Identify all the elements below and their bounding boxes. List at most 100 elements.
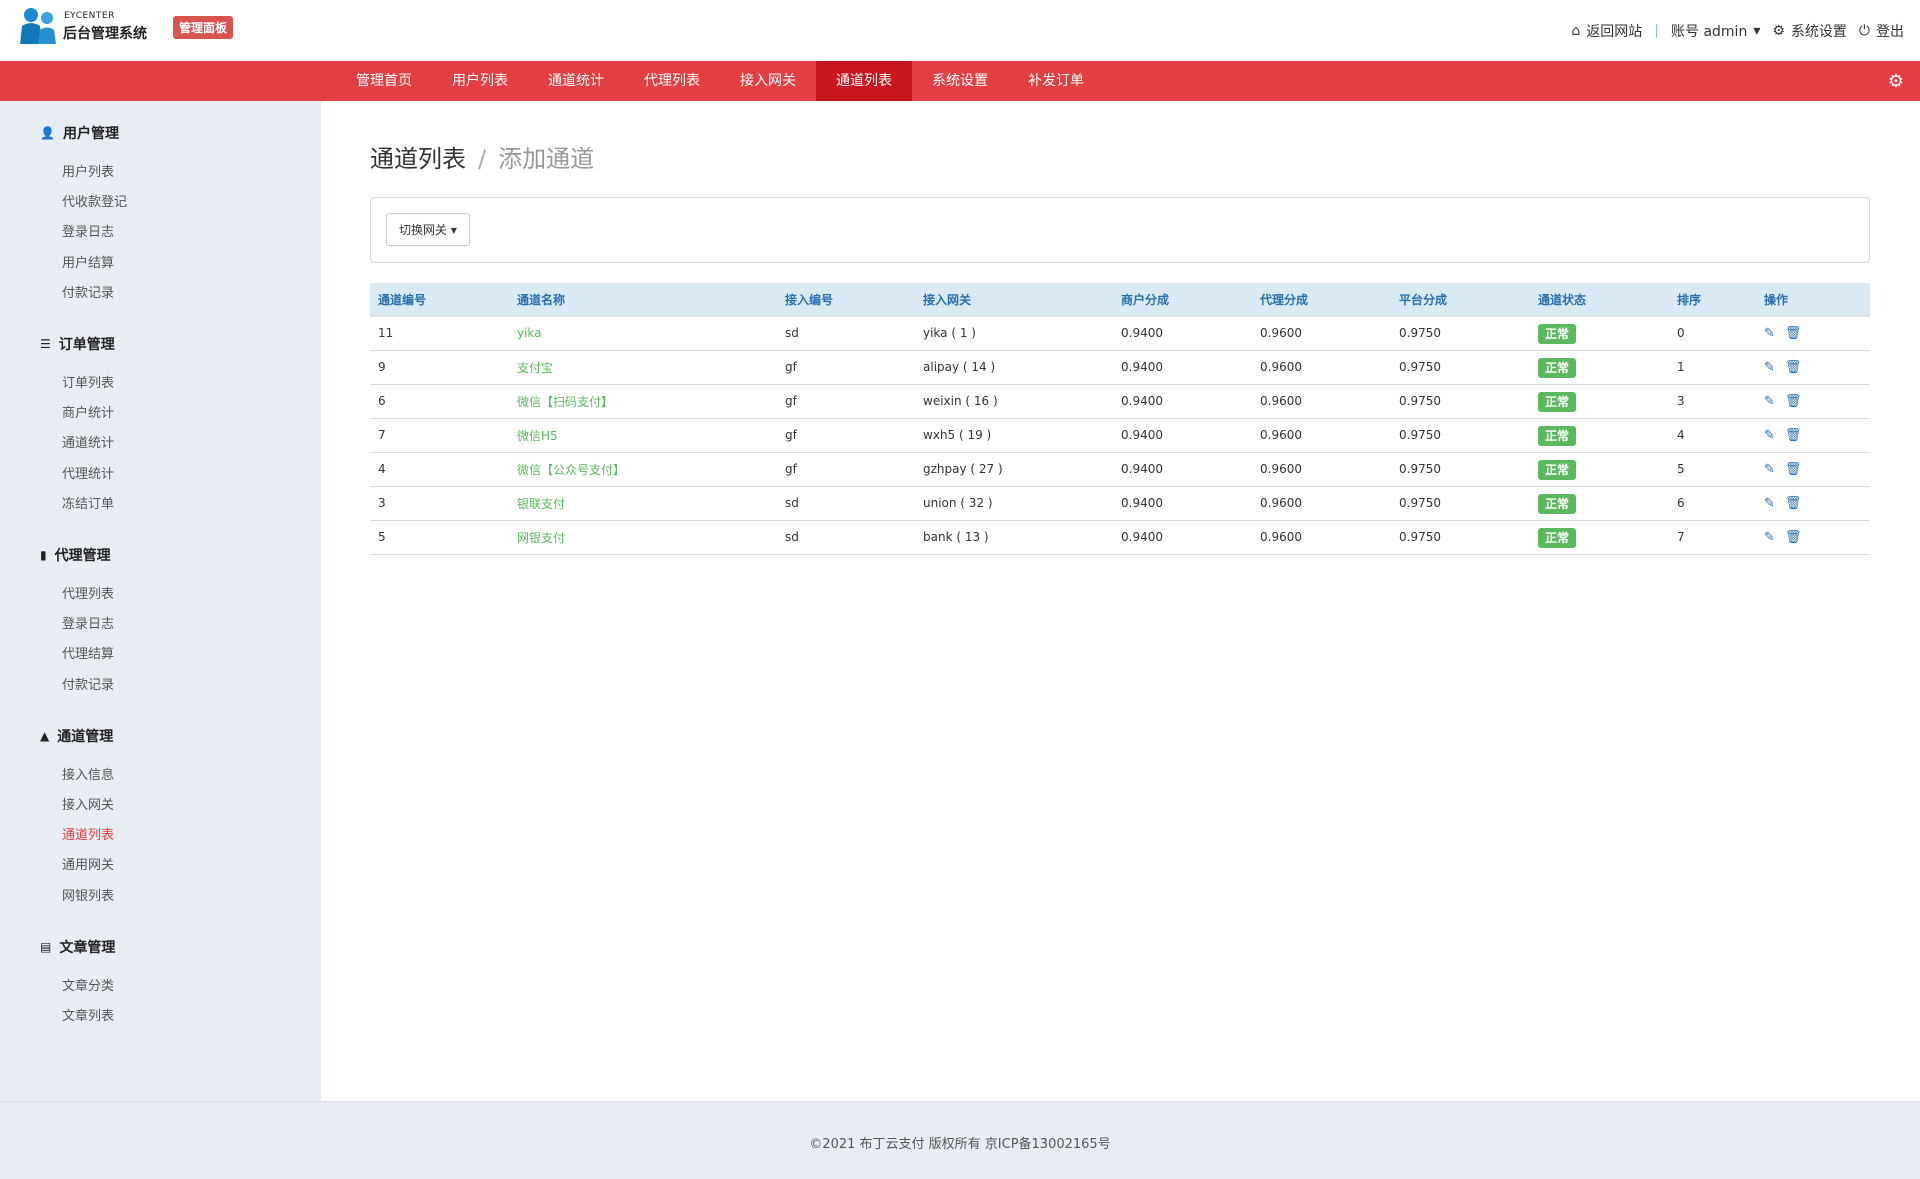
sidebar-group-title: 用户管理 xyxy=(62,126,119,142)
trash-icon[interactable]: 🗑 xyxy=(1784,529,1802,545)
trash-icon[interactable]: 🗑 xyxy=(1784,427,1802,443)
table-cell[interactable]: 支付宝 xyxy=(509,350,777,385)
gear-icon[interactable]: ⚙ xyxy=(1887,71,1904,92)
edit-icon[interactable]: ✎ xyxy=(1764,427,1775,443)
status-badge: 正常 xyxy=(1538,357,1577,378)
sidebar-item[interactable]: 代理列表 xyxy=(62,587,115,602)
table-cell: 0.9600 xyxy=(1252,520,1391,555)
back-site-label: 返回网站 xyxy=(1586,24,1643,40)
sidebar-item[interactable]: 代理结算 xyxy=(62,647,115,663)
account-dropdown[interactable]: 账号 admin ▾ xyxy=(1671,21,1760,41)
sidebar-item[interactable]: 通道统计 xyxy=(62,436,115,452)
sidebar-item[interactable]: 接入信息 xyxy=(62,767,115,783)
sidebar-item[interactable]: 用户列表 xyxy=(62,165,115,180)
sidebar-item[interactable]: 冻结订单 xyxy=(62,496,115,512)
trash-icon[interactable]: 🗑 xyxy=(1784,495,1802,511)
table-cell: 7 xyxy=(1669,520,1756,555)
main-content: 通道列表 / 添加通道 切换网关 ▾ 通道编号 通道名称 接入编号 接入网关 商户分成 代理分… xyxy=(321,101,1920,1101)
edit-icon[interactable]: ✎ xyxy=(1764,495,1775,511)
back-site-link[interactable]: ⌂ 返回网站 xyxy=(1571,21,1642,41)
table-cell[interactable]: 银联支付 xyxy=(509,486,777,521)
trash-icon[interactable]: 🗑 xyxy=(1784,461,1802,477)
nav-item[interactable]: 系统设置 xyxy=(932,73,988,89)
edit-icon[interactable]: ✎ xyxy=(1764,393,1775,409)
table-cell: 0.9400 xyxy=(1113,418,1252,453)
table-cell: 0.9750 xyxy=(1391,452,1530,487)
table-cell[interactable]: 微信【公众号支付】 xyxy=(509,452,777,487)
sidebar-item[interactable]: 商户统计 xyxy=(62,406,115,422)
sidebar-item[interactable]: 通道列表 xyxy=(62,828,115,844)
nav-item[interactable]: 补发订单 xyxy=(1028,73,1084,89)
table-cell[interactable]: 微信【扫码支付】 xyxy=(509,384,777,419)
table-row: 9 支付宝 gf alipay ( 14 ) 0.9400 0.9600 0.9750 正常 1… xyxy=(370,350,1870,385)
table-cell: 0.9400 xyxy=(1113,520,1252,555)
logout-label: 登出 xyxy=(1876,24,1904,40)
table-cell: gf xyxy=(777,452,915,487)
sidebar-item[interactable]: 代收款登记 xyxy=(62,195,128,211)
table-cell: union ( 32 ) xyxy=(915,486,1113,521)
sidebar-item[interactable]: 网银列表 xyxy=(62,888,115,904)
nav-item[interactable]: 用户列表 xyxy=(452,73,508,89)
sidebar-item[interactable]: 文章列表 xyxy=(62,1009,115,1024)
logout-link[interactable]: ⏻ 登出 xyxy=(1859,21,1904,41)
toolbar-panel: 切换网关 ▾ xyxy=(370,197,1870,263)
sidebar-item[interactable]: 接入网关 xyxy=(62,798,115,813)
table-cell: 正常 xyxy=(1530,418,1669,453)
caret-down-icon: ▾ xyxy=(1753,23,1761,39)
channel-table: 通道编号 通道名称 接入编号 接入网关 商户分成 代理分成 平台分成 通道状态 排序 操作 11 y… xyxy=(370,283,1870,555)
table-cell[interactable]: 网银支付 xyxy=(509,520,777,555)
table-cell: 0.9600 xyxy=(1252,316,1391,351)
trash-icon[interactable]: 🗑 xyxy=(1784,359,1802,375)
edit-icon[interactable]: ✎ xyxy=(1764,461,1775,477)
table-cell: 11 xyxy=(370,316,509,351)
nav-item[interactable]: 通道列表 xyxy=(816,61,912,101)
home-icon: ⌂ xyxy=(1571,23,1581,39)
sidebar-group-heading: ☰ 订单管理 xyxy=(40,334,115,354)
switch-gateway-label: 切换网关 xyxy=(399,223,448,237)
column-header: 平台分成 xyxy=(1391,283,1530,317)
table-cell: sd xyxy=(777,486,915,521)
table-cell: gf xyxy=(777,350,915,385)
column-header: 通道名称 xyxy=(509,283,777,317)
edit-icon[interactable]: ✎ xyxy=(1764,325,1775,341)
nav-item[interactable]: 接入网关 xyxy=(740,73,796,89)
sidebar-item[interactable]: 通用网关 xyxy=(62,858,115,874)
add-channel-link[interactable]: 添加通道 xyxy=(498,145,595,173)
power-icon: ⏻ xyxy=(1858,23,1870,39)
footer-text: ©2021 布丁云支付 版权所有 京ICP备13002165号 xyxy=(809,1137,1111,1152)
user-icon: 👤 xyxy=(40,126,55,140)
table-cell: gf xyxy=(777,418,915,453)
table-row: 11 yika sd yika ( 1 ) 0.9400 0.9600 0.9750 正常 0 ✎… xyxy=(370,316,1870,351)
trash-icon[interactable]: 🗑 xyxy=(1784,325,1802,341)
sidebar-item[interactable]: 代理统计 xyxy=(62,466,115,482)
logo-icon xyxy=(20,8,56,44)
table-cell[interactable]: yika xyxy=(509,316,777,351)
page-title: 通道列表 / 添加通道 xyxy=(370,145,595,173)
table-cell: 正常 xyxy=(1530,350,1669,385)
nav-item[interactable]: 管理首页 xyxy=(356,73,412,89)
nav-item[interactable]: 通道统计 xyxy=(548,73,604,89)
edit-icon[interactable]: ✎ xyxy=(1764,529,1775,545)
sidebar-item[interactable]: 订单列表 xyxy=(62,376,115,391)
sidebar-item[interactable]: 登录日志 xyxy=(62,617,115,633)
table-cell: 0.9600 xyxy=(1252,418,1391,453)
table-row: 6 微信【扫码支付】 gf weixin ( 16 ) 0.9400 0.9600 0.97… xyxy=(370,384,1870,419)
table-cell: 1 xyxy=(1669,350,1756,385)
sidebar-item[interactable]: 付款记录 xyxy=(62,285,115,301)
nav-item[interactable]: 代理列表 xyxy=(644,73,700,89)
table-cell[interactable]: 微信H5 xyxy=(509,418,777,453)
sidebar-group-heading: 👤 用户管理 xyxy=(40,123,119,143)
trash-icon[interactable]: 🗑 xyxy=(1784,393,1802,409)
actions-cell: ✎ 🗑 xyxy=(1756,384,1870,419)
table-cell: 7 xyxy=(370,418,509,453)
edit-icon[interactable]: ✎ xyxy=(1764,359,1775,375)
switch-gateway-button[interactable]: 切换网关 ▾ xyxy=(386,213,470,246)
column-header: 通道编号 xyxy=(370,283,509,317)
sidebar-item[interactable]: 登录日志 xyxy=(62,225,115,241)
settings-link[interactable]: ⚙ 系统设置 xyxy=(1772,21,1847,41)
sidebar-item[interactable]: 用户结算 xyxy=(62,255,115,271)
footer: ©2021 布丁云支付 版权所有 京ICP备13002165号 xyxy=(0,1101,1920,1179)
sidebar-item[interactable]: 付款记录 xyxy=(62,677,115,693)
top-nav: 管理首页 用户列表 通道统计 代理列表 接入网关 通道列表 系统设置 补发订单 ⚙ xyxy=(0,61,1920,101)
sidebar-item[interactable]: 文章分类 xyxy=(62,978,115,994)
